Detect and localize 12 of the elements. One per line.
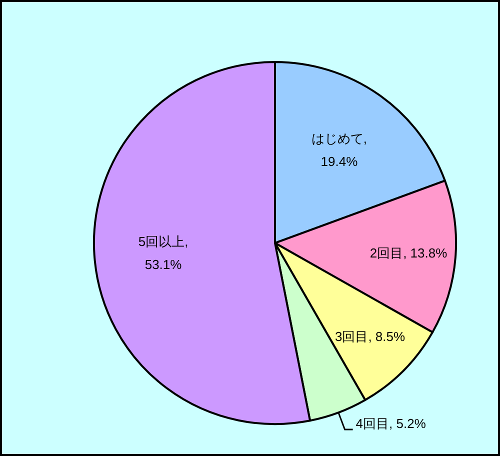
value-label: 53.1% [144, 256, 182, 272]
value-label: 19.4% [320, 154, 358, 169]
category-label: 5回以上 [138, 234, 185, 249]
label-separator: , [184, 234, 188, 249]
value-label: , 5.2% [389, 416, 426, 431]
label-separator: , [363, 130, 368, 146]
category-label: 2回目 [370, 245, 404, 260]
value-label: , 8.5% [368, 328, 406, 344]
category-label: 4回目 [356, 416, 390, 431]
category-label: はじめて [311, 130, 364, 146]
category-label: 3回目 [334, 328, 368, 344]
value-label: , 13.8% [403, 245, 448, 260]
